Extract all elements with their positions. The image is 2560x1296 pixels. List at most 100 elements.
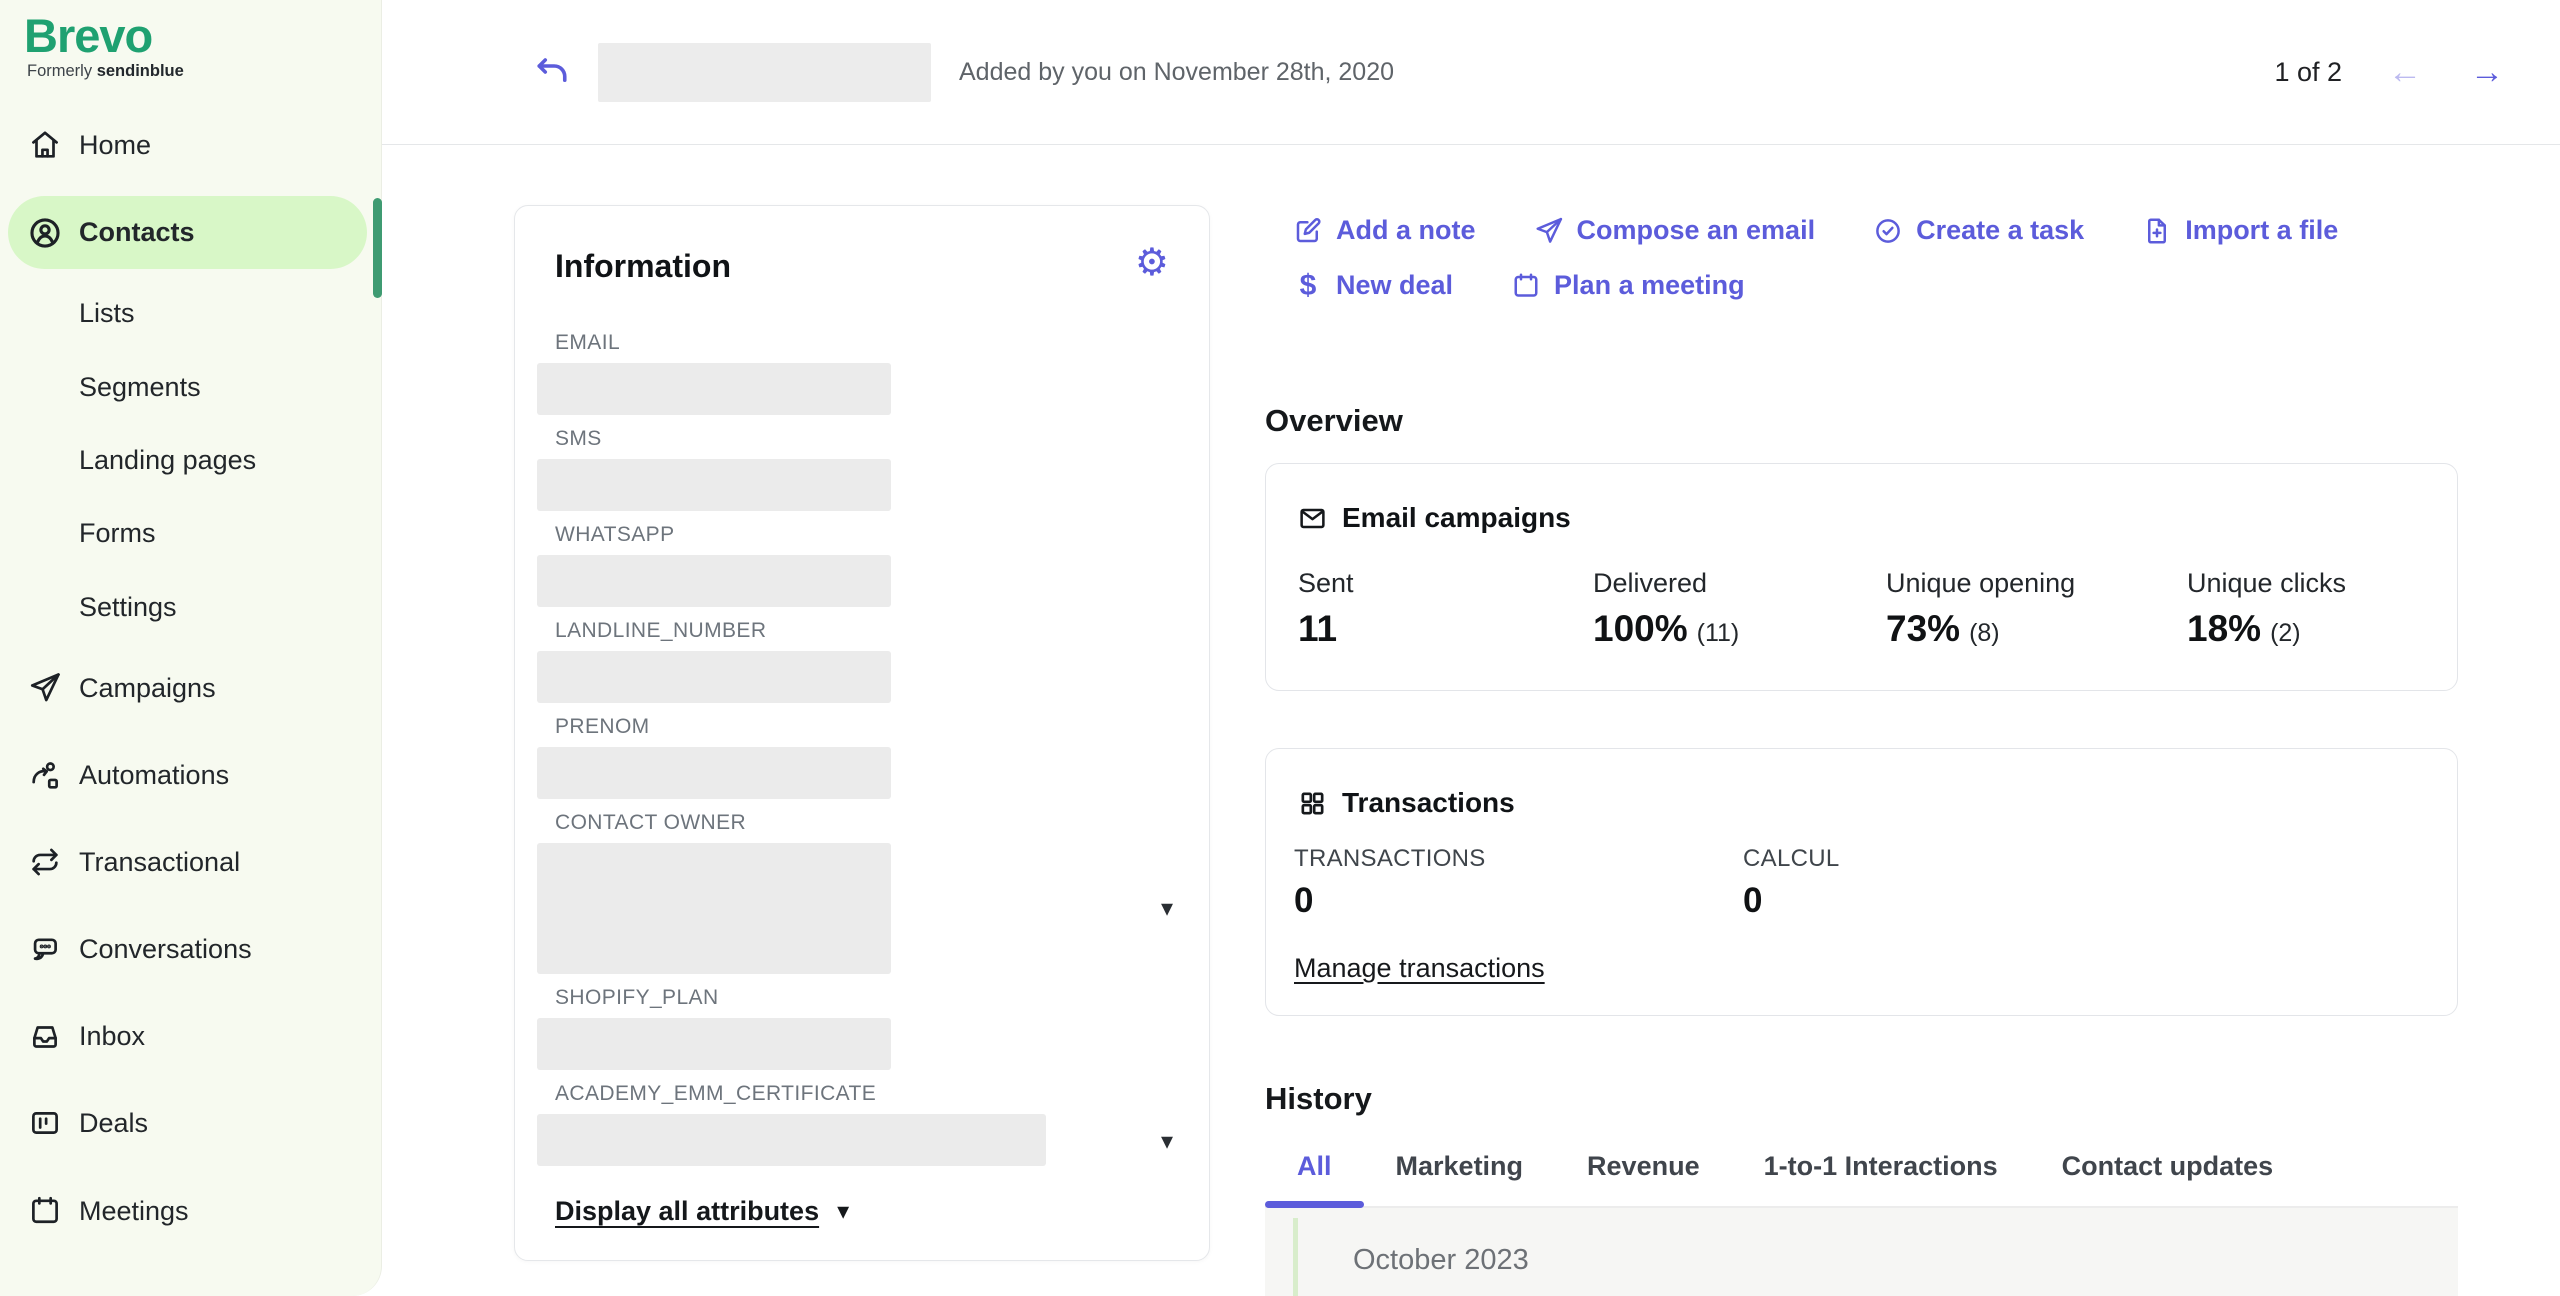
contacts-icon <box>28 216 62 250</box>
manage-transactions-link[interactable]: Manage transactions <box>1294 953 1545 983</box>
sidebar-item-label: Home <box>79 129 152 160</box>
inbox-tray-icon <box>28 1019 62 1053</box>
sidebar-item-transactional[interactable]: Transactional <box>0 835 381 889</box>
sidebar-item-segments[interactable]: Segments <box>0 360 381 414</box>
topbar-left: Added by you on November 28th, 2020 <box>534 42 1395 102</box>
sidebar-item-label: Inbox <box>79 1020 146 1051</box>
topbar: Added by you on November 28th, 2020 1 of… <box>382 0 2560 145</box>
tabs-divider <box>1265 1206 2458 1208</box>
sidebar-item-conversations[interactable]: Conversations <box>0 922 381 976</box>
sidebar-scrollbar-thumb[interactable] <box>373 198 382 298</box>
chat-bubbles-icon <box>28 932 62 966</box>
action-label: Import a file <box>2185 215 2339 245</box>
field-email: EMAIL <box>515 331 1209 415</box>
field-value-redacted[interactable] <box>537 363 891 415</box>
chevron-down-icon[interactable]: ▾ <box>1160 1128 1173 1155</box>
metric-transactions: TRANSACTIONS 0 <box>1294 845 1743 921</box>
sidebar-item-label: Lists <box>79 297 135 328</box>
stat-extra: (8) <box>1969 619 2000 647</box>
field-value-redacted[interactable] <box>537 747 891 799</box>
sidebar-item-meetings[interactable]: Meetings <box>0 1184 381 1238</box>
tab-contact-updates[interactable]: Contact updates <box>2061 1151 2274 1181</box>
grid-icon <box>1298 789 1327 818</box>
tagline-prefix: Formerly <box>27 62 93 80</box>
field-whatsapp: WHATSAPP <box>515 523 1209 607</box>
field-value-redacted[interactable] <box>537 1114 1046 1166</box>
new-deal-button[interactable]: $ New deal <box>1293 268 1454 302</box>
tab-revenue[interactable]: Revenue <box>1587 1151 1700 1181</box>
action-label: Create a task <box>1916 215 2085 245</box>
field-value-redacted[interactable] <box>537 651 891 703</box>
sidebar-item-forms[interactable]: Forms <box>0 506 381 560</box>
import-file-button[interactable]: Import a file <box>2142 215 2338 246</box>
add-note-button[interactable]: Add a note <box>1293 215 1476 246</box>
quick-actions: Add a note Compose an email Create a tas… <box>1293 215 2458 302</box>
tab-all[interactable]: All <box>1297 1151 1332 1181</box>
sidebar-item-label: Contacts <box>79 217 195 247</box>
transactions-header: Transactions <box>1298 787 1515 819</box>
sidebar-item-label: Campaigns <box>79 672 216 703</box>
topbar-pager: 1 of 2 ← → <box>2274 55 2504 89</box>
dollar-icon: $ <box>1299 268 1317 302</box>
action-label: New deal <box>1336 270 1454 300</box>
stat-value: 100% <box>1593 608 1688 649</box>
gear-icon[interactable]: ⚙ <box>1134 242 1169 284</box>
action-label: Add a note <box>1336 215 1476 245</box>
field-label: SHOPIFY_PLAN <box>555 986 719 1009</box>
sidebar-item-label: Transactional <box>79 846 241 877</box>
prev-contact-arrow-icon[interactable]: ← <box>2388 53 2422 91</box>
transactions-title: Transactions <box>1342 787 1515 818</box>
sidebar-item-campaigns[interactable]: Campaigns <box>0 661 381 715</box>
stat-extra: (2) <box>2270 619 2301 647</box>
sidebar-item-deals[interactable]: Deals <box>0 1096 381 1150</box>
field-value-redacted[interactable] <box>537 555 891 607</box>
stat-value: 73% <box>1886 608 1961 649</box>
sidebar-item-inbox[interactable]: Inbox <box>0 1009 381 1063</box>
sidebar-item-lists[interactable]: Lists <box>0 286 381 340</box>
tab-marketing[interactable]: Marketing <box>1395 1151 1524 1181</box>
history-heading: History <box>1265 1081 1372 1116</box>
sidebar-item-automations[interactable]: Automations <box>0 748 381 802</box>
added-by-text: Added by you on November 28th, 2020 <box>959 57 1395 86</box>
sidebar-item-landing-pages[interactable]: Landing pages <box>0 433 381 487</box>
create-task-button[interactable]: Create a task <box>1873 215 2084 246</box>
stat-sent: Sent 11 <box>1298 568 1593 650</box>
metric-value: 0 <box>1294 881 1314 920</box>
field-value-redacted[interactable] <box>537 1018 891 1070</box>
field-label: PRENOM <box>555 715 650 738</box>
history-tabs: All Marketing Revenue 1-to-1 Interaction… <box>1297 1151 2273 1182</box>
sidebar-item-label: Conversations <box>79 933 252 964</box>
stat-value: 18% <box>2187 608 2262 649</box>
field-label: LANDLINE_NUMBER <box>555 619 767 642</box>
chevron-down-icon: ▾ <box>837 1197 850 1225</box>
field-label: SMS <box>555 427 602 450</box>
next-contact-arrow-icon[interactable]: → <box>2470 53 2504 91</box>
stat-label: Sent <box>1298 568 1354 598</box>
sidebar-item-label: Forms <box>79 517 156 548</box>
sidebar-item-settings[interactable]: Settings <box>0 580 381 634</box>
sidebar-item-label: Settings <box>79 591 177 622</box>
plan-meeting-button[interactable]: Plan a meeting <box>1511 270 1745 301</box>
brevo-tagline: Formerly sendinblue <box>27 62 184 81</box>
field-label: EMAIL <box>555 331 621 354</box>
metric-value: 0 <box>1743 881 1763 920</box>
stat-label: Unique clicks <box>2187 568 2347 598</box>
tab-1-to-1-interactions[interactable]: 1-to-1 Interactions <box>1763 1151 1998 1181</box>
back-icon[interactable] <box>534 54 570 90</box>
main-content: Information ⚙ EMAIL SMS WHATSAPP LANDLIN… <box>382 145 2560 1296</box>
chevron-down-icon[interactable]: ▾ <box>1160 895 1173 922</box>
field-contact-owner: CONTACT OWNER ▾ <box>515 811 1209 974</box>
transactions-metrics: TRANSACTIONS 0 CALCUL 0 <box>1294 845 1840 921</box>
display-all-attributes-button[interactable]: Display all attributes ▾ <box>555 1196 1209 1227</box>
field-value-redacted[interactable] <box>537 459 891 511</box>
home-icon <box>28 128 62 162</box>
field-sms: SMS <box>515 427 1209 511</box>
pencil-square-icon <box>1293 216 1323 246</box>
field-value-redacted[interactable] <box>537 843 891 974</box>
compose-email-button[interactable]: Compose an email <box>1534 215 1815 246</box>
paper-plane-icon <box>1534 216 1564 246</box>
sidebar-item-home[interactable]: Home <box>0 118 381 172</box>
sidebar-item-label: Deals <box>79 1107 149 1138</box>
sidebar-item-contacts[interactable]: Contacts <box>8 196 367 269</box>
